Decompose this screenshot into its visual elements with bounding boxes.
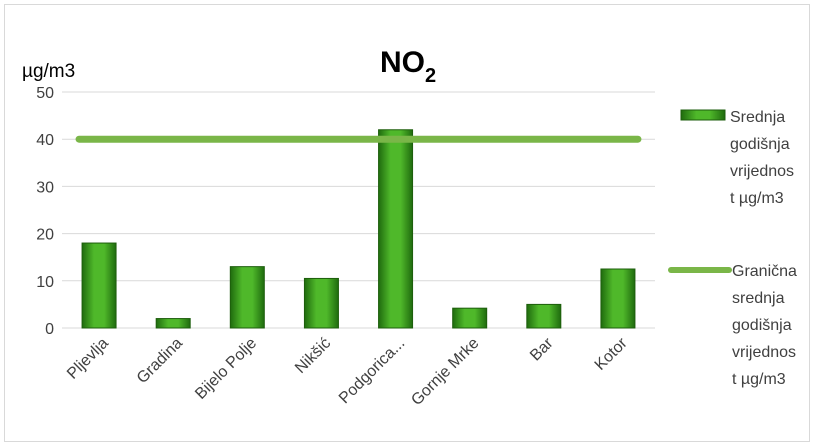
legend-label-line: godišnja: [732, 317, 792, 334]
bar: [378, 129, 414, 329]
legend-swatch-bar: [680, 109, 726, 121]
bar: [526, 303, 562, 329]
x-tick-label: Nikšić: [292, 335, 334, 377]
bar: [81, 242, 117, 329]
x-tick-label: Gornje Mrke: [408, 335, 482, 409]
y-axis-label: µg/m3: [22, 61, 75, 82]
bar: [229, 266, 265, 329]
legend-label-bar: godišnja: [730, 136, 790, 153]
y-tick-label: 30: [36, 179, 54, 196]
legend-label-line: t µg/m3: [732, 371, 786, 388]
x-tick-label: Bar: [527, 334, 557, 364]
chart-title: NO2: [380, 46, 436, 87]
y-tick-label: 0: [45, 321, 54, 338]
x-tick-label: Podgorica...: [336, 335, 408, 407]
x-tick-label: Gradina: [134, 335, 186, 387]
y-tick-label: 40: [36, 132, 54, 149]
y-tick-label: 20: [36, 227, 54, 244]
legend-label-bar: Srednja: [730, 109, 785, 126]
x-tick-label: Bijelo Polje: [192, 335, 260, 403]
legend-label-line: Granična: [732, 263, 797, 280]
x-tick-label: Kotor: [592, 334, 632, 374]
bars: [81, 129, 636, 329]
legend-label-bar: t µg/m3: [730, 190, 784, 207]
gridlines: [62, 91, 655, 329]
y-tick-labels: 0 10 20 30 40 50: [36, 85, 54, 338]
legend-label-line: vrijednos: [732, 344, 796, 361]
x-tick-label: Pljevlja: [64, 335, 112, 383]
bar: [303, 277, 339, 329]
legend: Srednja godišnja vrijednos t µg/m3 Granična s…: [668, 109, 797, 388]
bar: [452, 307, 488, 329]
bar: [155, 318, 191, 329]
legend-label-bar: vrijednos: [730, 163, 794, 180]
x-tick-labels: Pljevlja Gradina Bijelo Polje Nikšić Podgori…: [64, 334, 631, 409]
y-tick-label: 50: [36, 85, 54, 102]
bar: [600, 268, 636, 329]
legend-label-line: srednja: [732, 290, 785, 307]
y-tick-label: 10: [36, 274, 54, 291]
